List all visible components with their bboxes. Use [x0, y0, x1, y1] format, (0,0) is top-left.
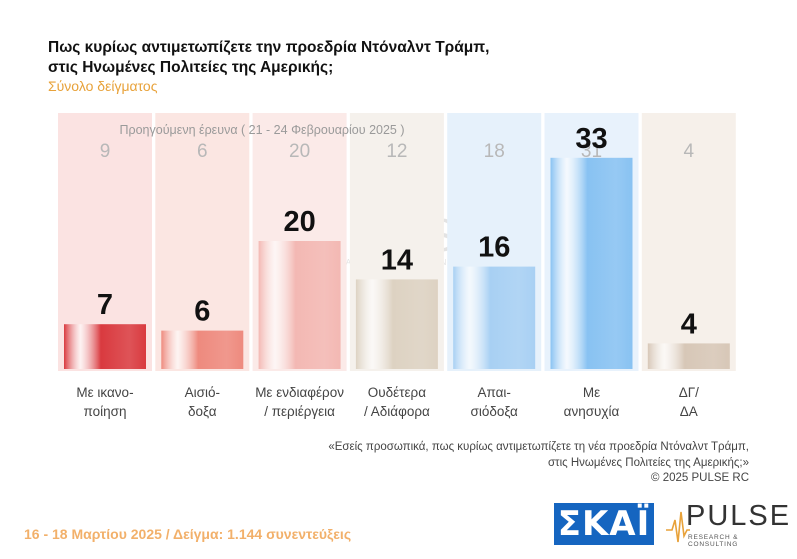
bar-value-label: 14: [381, 244, 413, 276]
copyright: © 2025 PULSE RC: [651, 472, 749, 484]
pulse-wave-icon: [666, 511, 690, 543]
category-tick-label: Με ικανο-: [76, 385, 133, 400]
pulse-logo-word: PULSE: [686, 500, 792, 532]
chart-title: Πως κυρίως αντιμετωπίζετε την προεδρία Ν…: [48, 38, 489, 78]
category-tick-label: σιόδοξα: [471, 404, 519, 419]
bar-value-label: 6: [194, 296, 210, 328]
bar-chart: 9 7 Με ικανο-ποίηση 6 6 Αισιό-δοξα 20 20 Με ενδι…: [58, 113, 736, 419]
category-tick-label: Αισιό-: [185, 385, 220, 400]
category-tick-label: ΔΓ/: [679, 385, 699, 400]
chart-subtitle: Σύνολο δείγματος: [48, 78, 158, 94]
bar-value-label: 33: [575, 123, 607, 155]
title-line-2: στις Ηνωμένες Πολιτείες της Αμερικής;: [48, 59, 334, 76]
previous-value-label: 20: [289, 141, 310, 162]
category-tick-label: δοξα: [188, 404, 217, 419]
category-tick-label: / περιέργεια: [264, 404, 335, 419]
category-tick-label: ΔΑ: [680, 404, 698, 419]
bar: [647, 343, 730, 369]
bar-value-label: 20: [283, 206, 315, 238]
ghost-column: [641, 113, 736, 371]
category-tick-label: Απαι-: [477, 385, 510, 400]
survey-date-sample: 16 - 18 Μαρτίου 2025 / Δείγμα: 1.144 συν…: [24, 526, 352, 542]
category-tick-label: ανησυχία: [564, 404, 620, 419]
pulse-logo: PULSE RESEARCH & CONSULTING: [666, 500, 789, 550]
bar-value-label: 4: [681, 308, 697, 340]
category-tick-label: Με: [583, 385, 600, 400]
pulse-logo-tagline: RESEARCH & CONSULTING: [688, 534, 739, 548]
category-tick-label: / Αδιάφορα: [364, 404, 430, 419]
ghost-column: [155, 113, 250, 371]
bar-value-label: 16: [478, 232, 510, 264]
bar: [550, 157, 633, 369]
previous-value-label: 9: [100, 141, 111, 162]
previous-value-label: 31: [581, 141, 602, 162]
bar: [453, 266, 536, 369]
bar: [258, 241, 341, 369]
footnote-line-2: στις Ηνωμένες Πολιτείες της Αμερικής;»: [547, 456, 749, 469]
title-line-1: Πως κυρίως αντιμετωπίζετε την προεδρία Ν…: [48, 39, 490, 56]
bar: [64, 324, 146, 369]
category-tick-label: Ουδέτερα: [368, 385, 426, 400]
bar: [161, 330, 244, 369]
category-tick-label: ποίηση: [84, 404, 127, 419]
category-tick-label: Με ενδιαφέρον: [255, 385, 344, 400]
bar-value-label: 7: [97, 289, 113, 321]
footnote-line-1: «Εσείς προσωπικά, πως κυρίως αντιμετωπίζ…: [328, 441, 749, 453]
question-footnote: «Εσείς προσωπικά, πως κυρίως αντιμετωπίζ…: [189, 440, 749, 487]
previous-value-label: 4: [684, 141, 695, 162]
previous-value-label: 12: [386, 141, 407, 162]
previous-survey-label: Προηγούμενη έρευνα ( 21 - 24 Φεβρουαρίου…: [119, 123, 404, 137]
previous-value-label: 18: [484, 141, 505, 162]
bar: [355, 279, 438, 369]
previous-value-label: 6: [197, 141, 208, 162]
skai-logo: ΣΚΑΪ: [554, 503, 654, 545]
